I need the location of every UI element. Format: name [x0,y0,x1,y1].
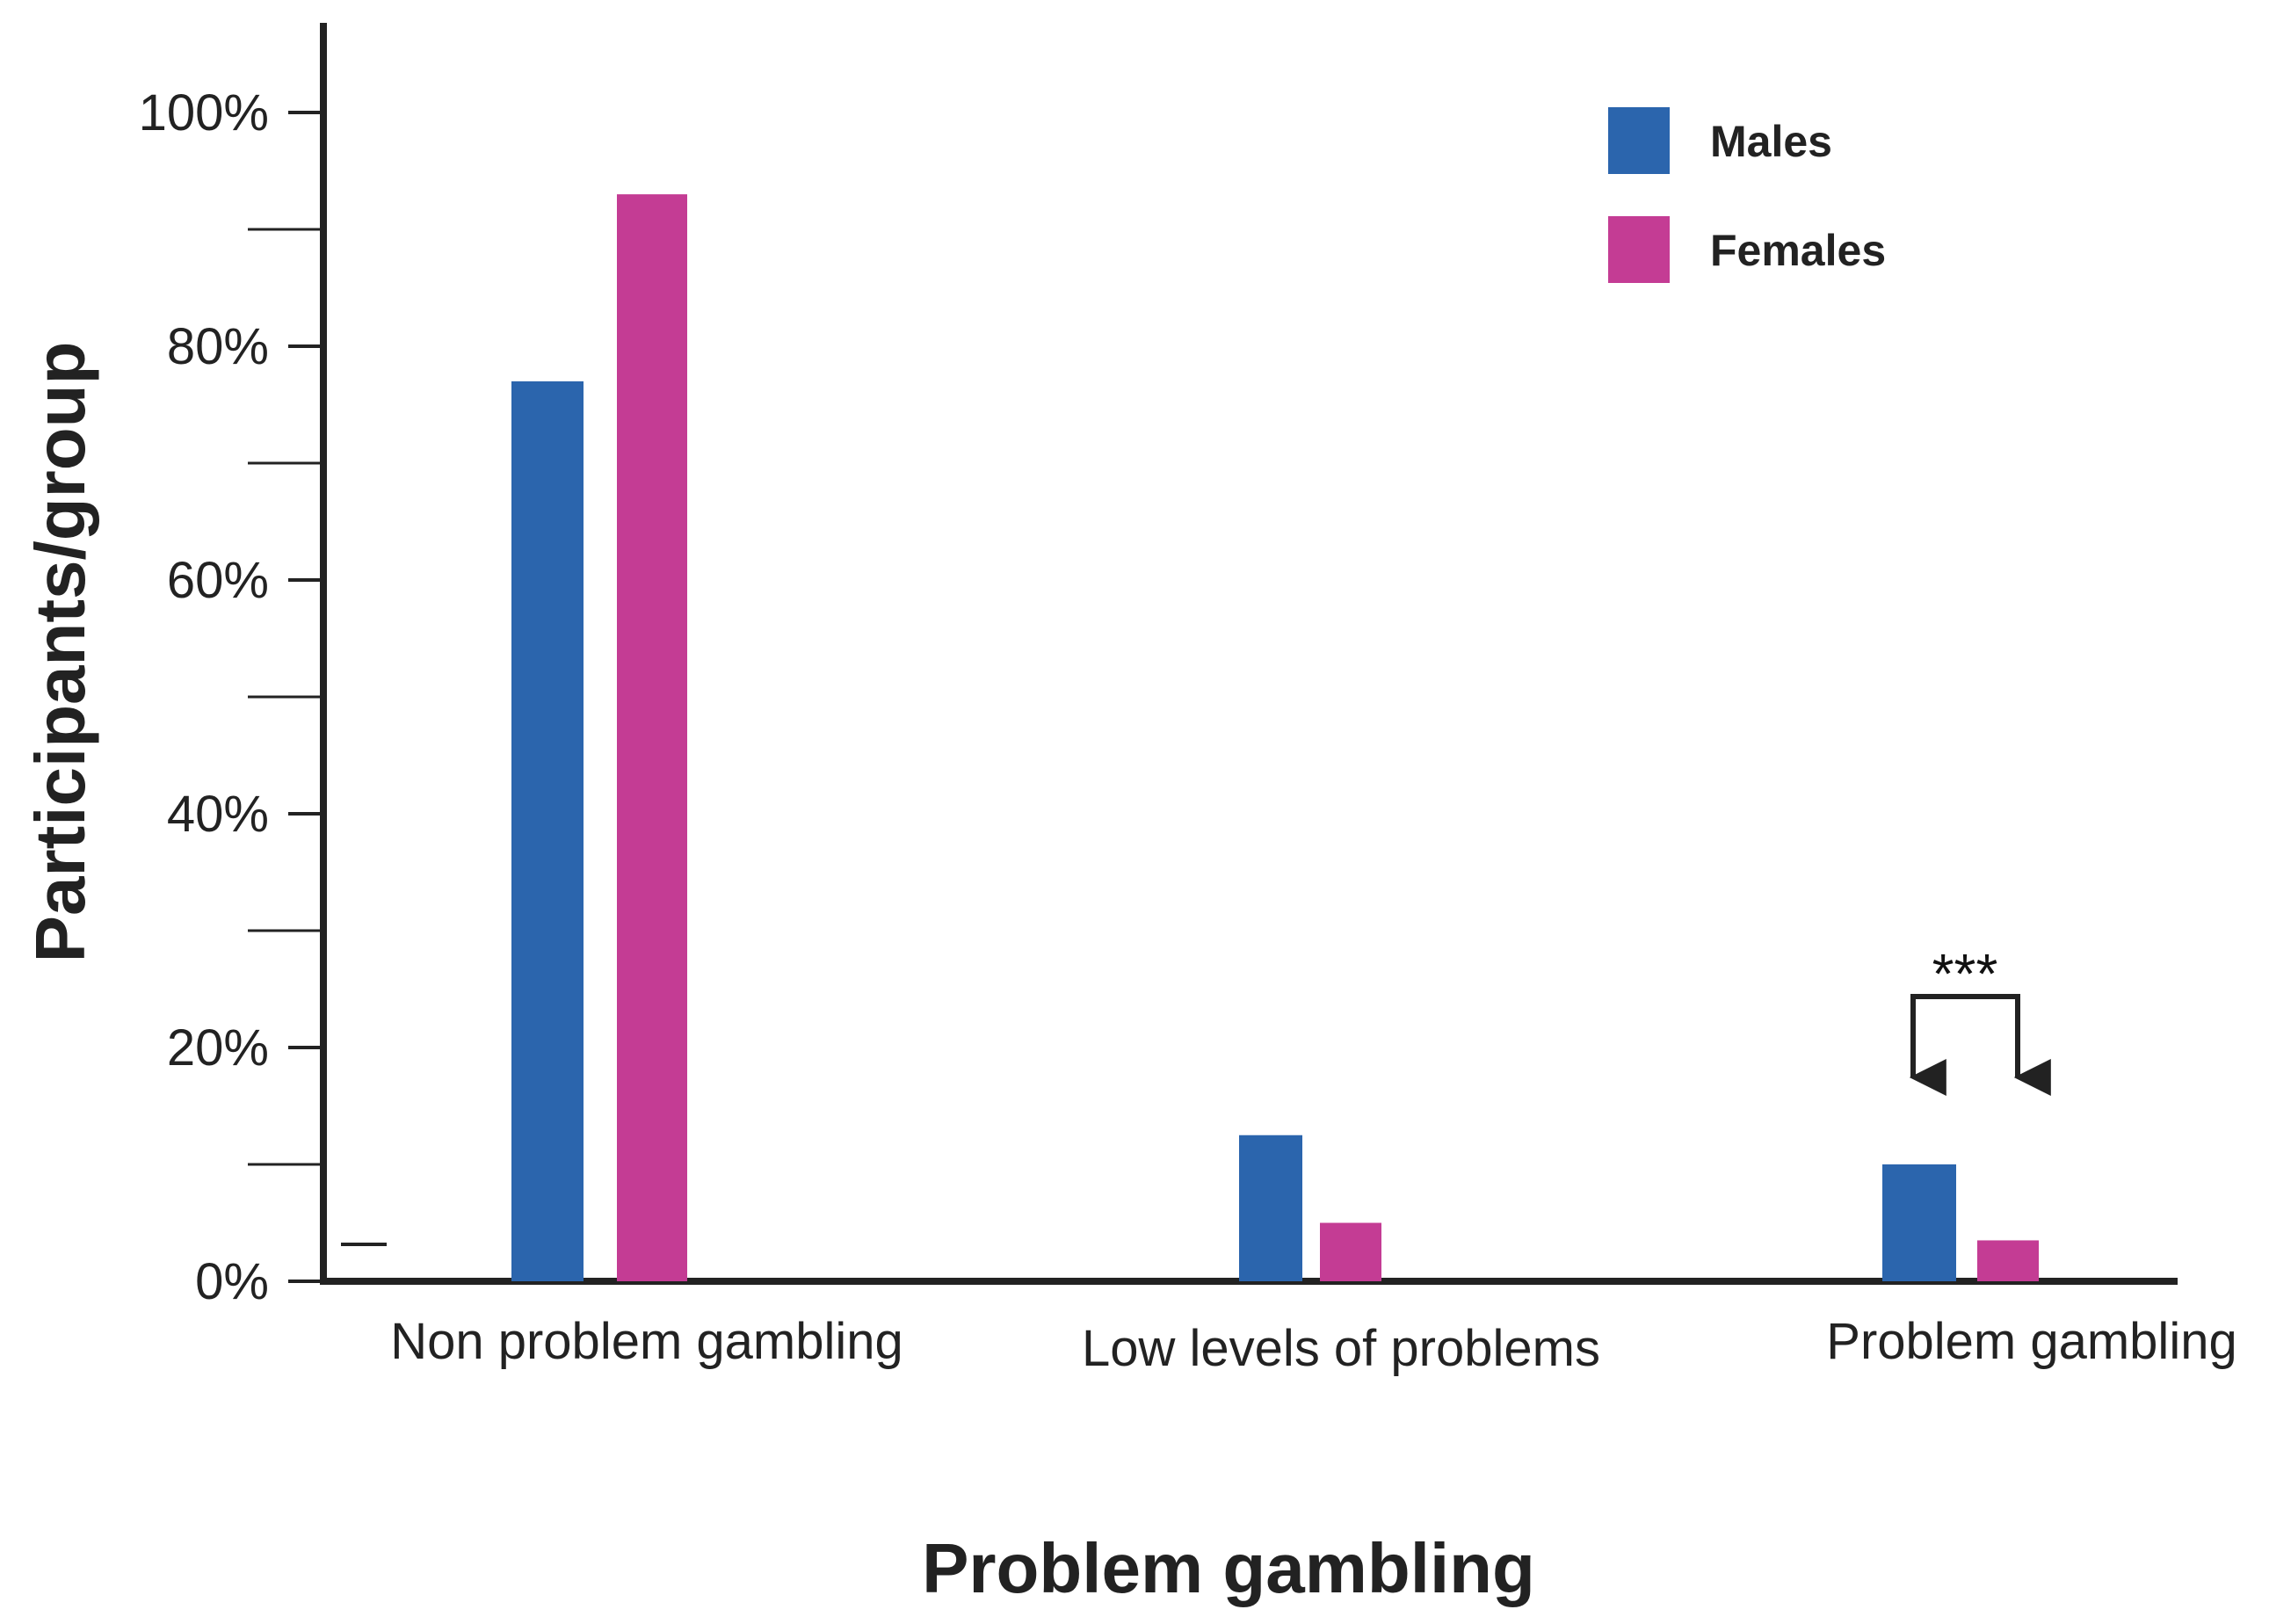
category-label-non-problem-gambling: Non problem gambling [390,1313,903,1370]
legend-label-females: Females [1710,226,1886,275]
y-tick-labels: 0% 20% 40% 60% 80% 100% [139,84,269,1310]
bar-females-non-problem-gambling [617,194,687,1282]
bar-females-low-levels-of-problems [1320,1222,1381,1281]
bar-males-low-levels-of-problems [1239,1135,1302,1281]
category-label-problem-gambling: Problem gambling [1826,1313,2236,1370]
y-tick-label: 60% [167,552,269,609]
y-tick-label: 20% [167,1019,269,1077]
significance-bracket-line [1909,994,2051,1096]
x-axis-title: Problem gambling [922,1529,1535,1607]
y-tick-label: 0% [195,1253,269,1310]
significance-label: *** [1932,942,1998,1005]
y-tick-label: 100% [139,84,269,141]
y-minor-ticks [248,228,323,1166]
legend-swatch-males [1608,107,1670,174]
y-ticks [288,111,323,1283]
bar-males-problem-gambling [1882,1164,1956,1281]
legend: Males Females [1608,107,1886,283]
y-tick-label: 80% [167,318,269,375]
legend-label-males: Males [1710,117,1832,166]
significance-bracket: *** [1909,942,2051,1096]
category-label-low-levels-of-problems: Low levels of problems [1082,1320,1600,1377]
category-labels: Non problem gambling Low levels of proble… [390,1313,2237,1377]
y-tick-label: 40% [167,786,269,843]
bar-females-problem-gambling [1977,1240,2039,1281]
bar-males-non-problem-gambling [511,381,584,1281]
bars [511,194,2039,1282]
y-axis-title: Participants/group [21,342,99,963]
legend-swatch-females [1608,216,1670,283]
